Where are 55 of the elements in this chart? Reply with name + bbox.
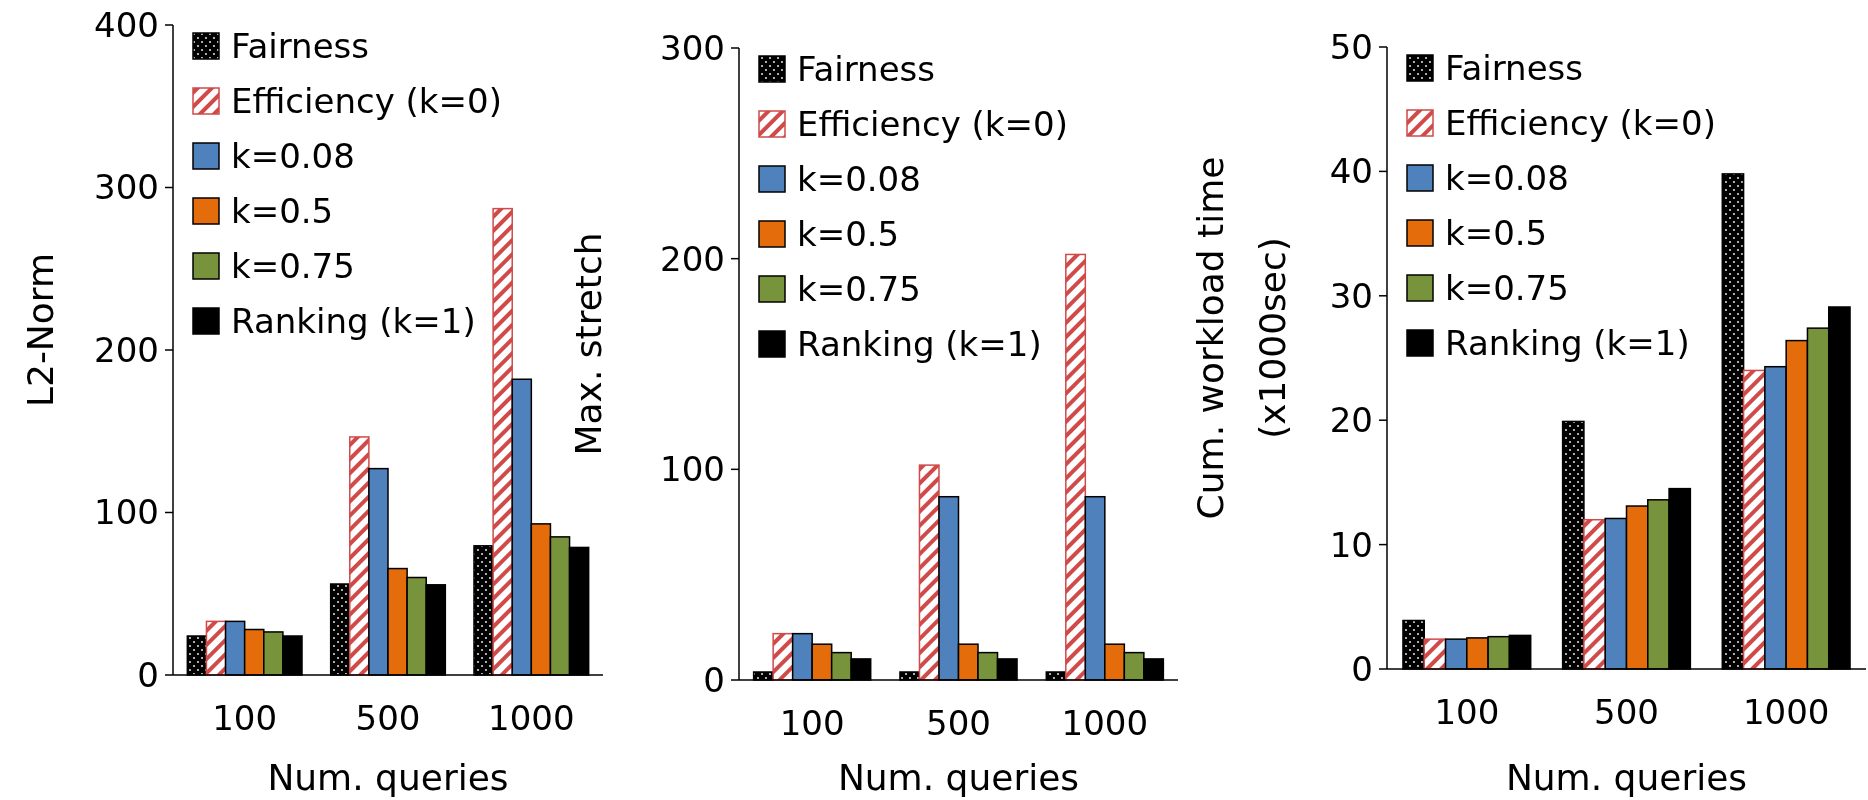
legend-label: k=0.5	[231, 190, 334, 231]
legend-label: Efficiency (k=0)	[231, 80, 502, 121]
legend-label: k=0.75	[797, 268, 921, 309]
y-tick-label: 200	[94, 329, 159, 370]
legend-label: Ranking (k=1)	[231, 300, 476, 341]
y-tick-label: 50	[1329, 26, 1373, 67]
legend-label: Efficiency (k=0)	[797, 103, 1068, 144]
bar	[1065, 253, 1087, 681]
x-axis-title: Num. queries	[837, 757, 1080, 798]
legend-label: Fairness	[1445, 47, 1583, 88]
y-tick-label: 40	[1329, 151, 1373, 192]
y-tick-label: 0	[1351, 648, 1373, 689]
x-axis-title: Num. queries	[1505, 757, 1748, 798]
y-tick-label: 300	[94, 167, 159, 208]
bar	[349, 436, 370, 676]
legend-label: k=0.08	[797, 158, 921, 199]
y-axis-title: Max. stretch	[567, 232, 609, 456]
y-tick-label: 0	[703, 659, 725, 700]
y-tick-label: 30	[1329, 275, 1373, 316]
x-tick-label: 100	[1434, 692, 1500, 732]
bar	[492, 207, 513, 676]
legend-label: k=0.08	[231, 135, 355, 176]
y-tick-label: 10	[1329, 524, 1373, 565]
x-tick-label: 100	[212, 698, 278, 738]
bar	[918, 464, 940, 681]
legend-label: Ranking (k=1)	[797, 323, 1042, 364]
bar	[1583, 518, 1606, 670]
x-tick-label: 500	[1594, 692, 1659, 732]
y-tick-label: 300	[660, 27, 725, 68]
legend-label: k=0.5	[1445, 212, 1548, 253]
y-tick-label: 100	[660, 449, 725, 490]
x-tick-label: 1000	[488, 698, 575, 738]
x-tick-label: 500	[355, 698, 421, 738]
y-tick-label: 0	[137, 654, 159, 695]
x-axis-title: Num. queries	[267, 757, 509, 798]
x-tick-label: 100	[779, 703, 845, 743]
legend-label: k=0.08	[1445, 157, 1569, 198]
legend-label: k=0.5	[797, 213, 900, 254]
legend-label: Efficiency (k=0)	[1445, 102, 1716, 143]
y-axis-title: Cum. workload time (x1000sec)	[1189, 156, 1293, 520]
y-tick-label: 20	[1329, 400, 1373, 441]
y-axis-title: L2-Norm	[19, 252, 61, 408]
legend-label: Fairness	[797, 48, 935, 89]
bar	[1742, 369, 1766, 670]
legend-label: k=0.75	[231, 245, 355, 286]
legend-label: Fairness	[231, 25, 369, 66]
x-tick-label: 500	[926, 703, 991, 743]
bar	[772, 632, 794, 681]
y-tick-label: 200	[660, 238, 725, 279]
y-tick-label: 400	[94, 4, 159, 45]
legend-label: k=0.75	[1445, 267, 1569, 308]
x-tick-label: 1000	[1061, 703, 1149, 743]
x-tick-label: 1000	[1742, 692, 1830, 732]
legend-label: Ranking (k=1)	[1445, 322, 1690, 363]
y-tick-label: 100	[94, 492, 159, 533]
